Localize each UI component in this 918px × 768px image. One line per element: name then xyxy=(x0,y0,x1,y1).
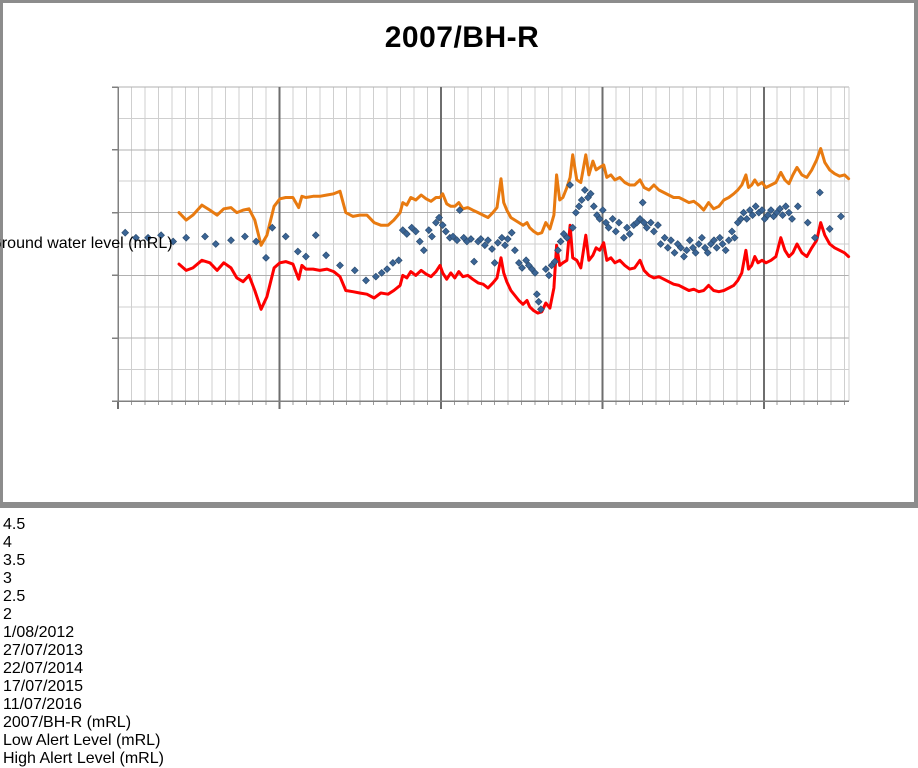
y-axis-tick-labels: 4.5 4 3.5 3 2.5 2 xyxy=(3,516,914,624)
legend-label-high-alert: High Alert Level (mRL) xyxy=(3,750,164,767)
legend-item-series: 2007/BH-R (mRL) xyxy=(3,714,914,732)
y-tick-label: 2.5 xyxy=(3,588,26,605)
x-tick-label: 1/08/2012 xyxy=(3,624,75,641)
legend-item-high-alert: High Alert Level (mRL) xyxy=(3,750,914,768)
y-tick-label: 3.5 xyxy=(3,552,26,569)
x-axis-tick-labels: 1/08/2012 27/07/2013 22/07/2014 17/07/2015 1… xyxy=(3,624,914,714)
legend-label-series: 2007/BH-R (mRL) xyxy=(3,714,132,731)
y-tick-label: 2 xyxy=(3,606,12,623)
x-tick-label: 22/07/2014 xyxy=(3,660,84,677)
x-tick-label: 17/07/2015 xyxy=(3,678,84,695)
legend-item-low-alert: Low Alert Level (mRL) xyxy=(3,732,914,750)
legend-label-low-alert: Low Alert Level (mRL) xyxy=(3,732,161,749)
x-tick-label: 11/07/2016 xyxy=(3,696,82,713)
chart-title: 2007/BH-R xyxy=(384,21,540,54)
x-tick-label: 27/07/2013 xyxy=(3,642,84,659)
y-tick-label: 4.5 xyxy=(3,516,26,533)
y-tick-label: 4 xyxy=(3,534,12,551)
chart-plot-canvas xyxy=(112,86,851,409)
y-axis-title: Ground water level (mRL) xyxy=(0,235,173,252)
legend: 2007/BH-R (mRL) Low Alert Level (mRL) Hi… xyxy=(3,714,914,768)
y-tick-label: 3 xyxy=(3,570,12,587)
